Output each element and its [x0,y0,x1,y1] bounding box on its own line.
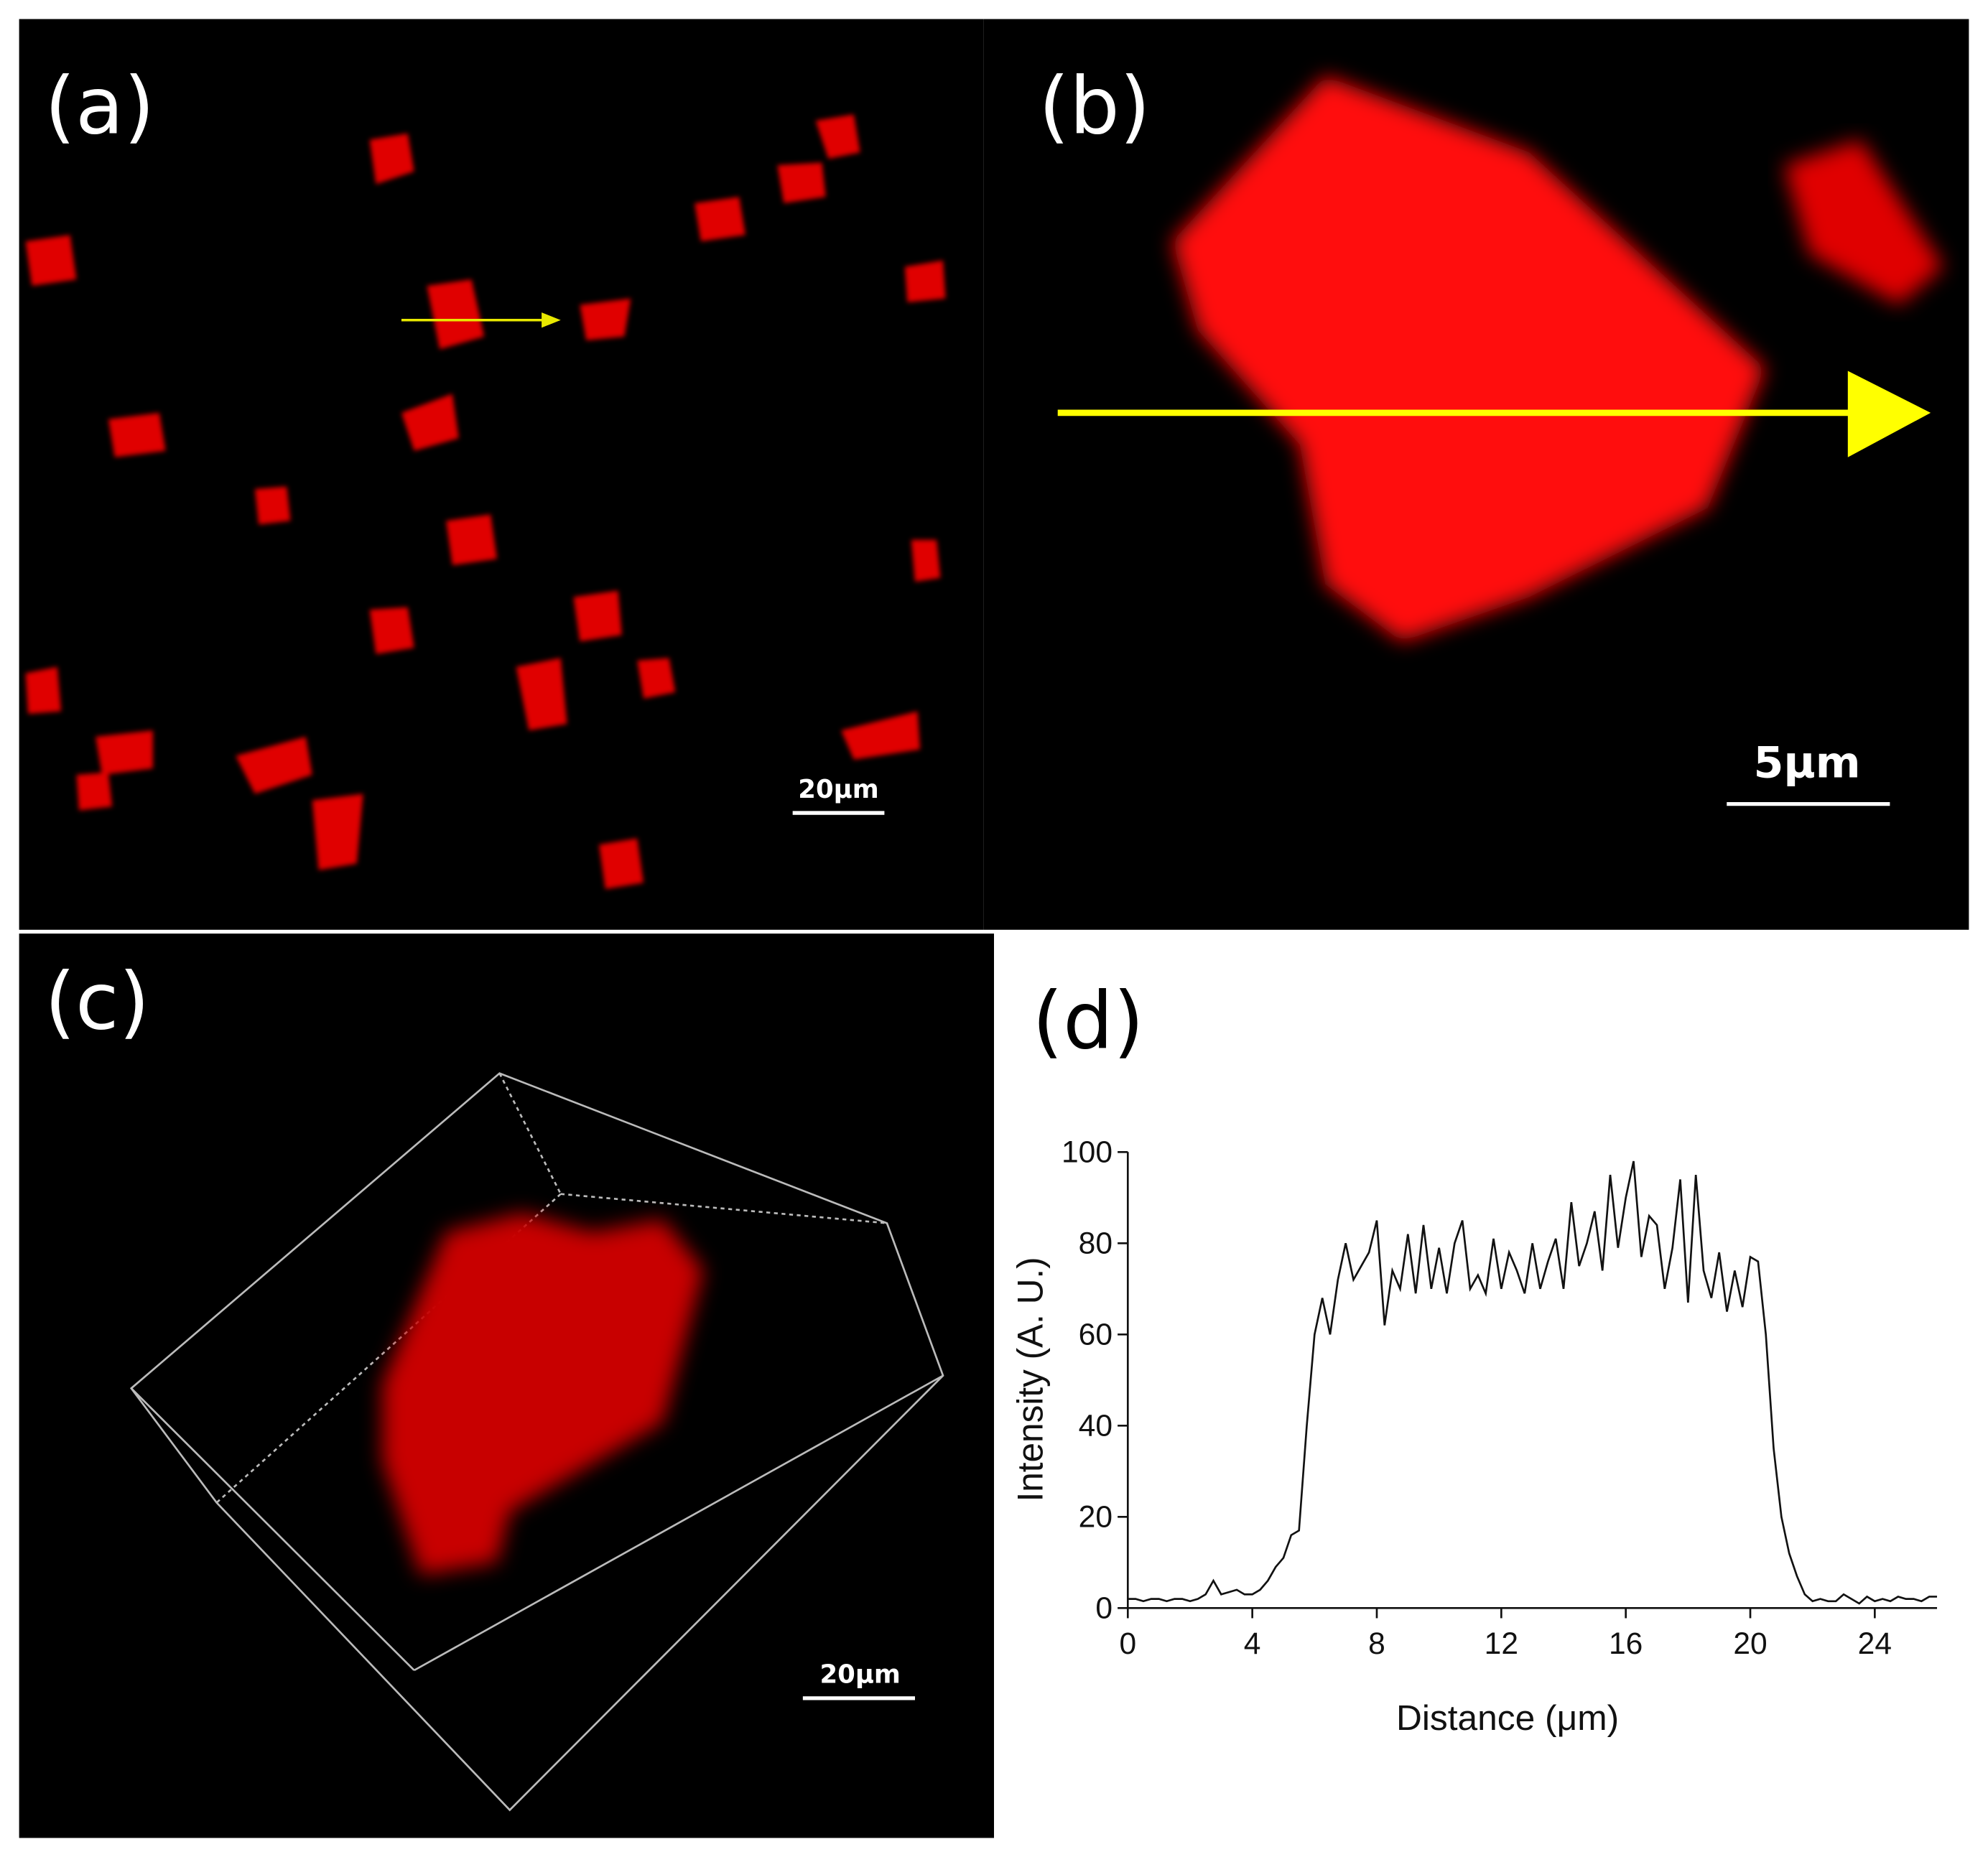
panel-label: (a) [45,60,154,152]
x-axis-label: Distance (μm) [1396,1698,1619,1738]
panel-label: (d) [1032,974,1144,1066]
scale-bar-label: 5μm [1753,738,1860,788]
particle [1172,76,1765,642]
data-line [1128,1160,1938,1605]
y-tick-label: 20 [1079,1501,1113,1535]
y-tick-label: 40 [1079,1410,1113,1443]
y-tick-label: 100 [1062,1136,1113,1170]
x-tick-label: 12 [1485,1627,1518,1661]
y-tick-label: 80 [1079,1227,1113,1261]
bounding-box [129,1072,944,1812]
particle [1784,139,1943,305]
x-tick-label: 0 [1119,1627,1136,1661]
panel-a-image [19,19,984,930]
arrow-head [1847,371,1931,457]
y-tick-label: 0 [1095,1592,1113,1626]
y-axis-label: Intensity (A. U.) [1010,1257,1050,1502]
arrow-head [542,312,561,328]
panel-label: (b) [1039,60,1151,152]
scale-bar-label: 20μm [819,1660,900,1690]
x-tick-label: 8 [1368,1627,1385,1661]
particles [25,114,946,890]
panel-label: (c) [45,956,149,1048]
x-tick-label: 4 [1244,1627,1261,1661]
y-tick-label: 60 [1079,1318,1113,1352]
x-tick-label: 24 [1858,1627,1892,1661]
scale-bar-label: 20μm [798,775,878,804]
x-tick-label: 20 [1733,1627,1767,1661]
particle-3d [382,1213,704,1576]
x-tick-label: 16 [1609,1627,1643,1661]
